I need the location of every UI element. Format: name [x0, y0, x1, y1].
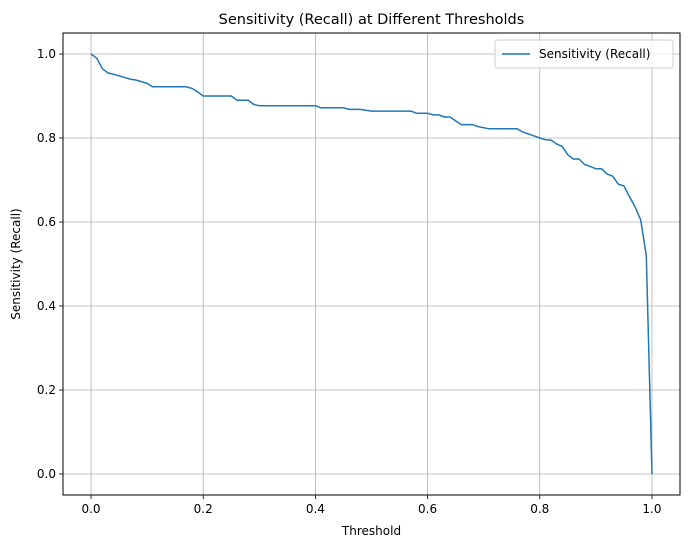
- y-axis-label: Sensitivity (Recall): [9, 208, 23, 319]
- y-tick-label: 0.0: [37, 467, 56, 481]
- y-tick-label: 0.2: [37, 383, 56, 397]
- y-tick-label: 0.6: [37, 215, 56, 229]
- legend-label: Sensitivity (Recall): [539, 47, 650, 61]
- grid: [63, 33, 680, 495]
- x-tick-label: 0.8: [530, 502, 549, 516]
- series-layer: [90, 53, 653, 475]
- y-tick-label: 0.4: [37, 299, 56, 313]
- y-tick-label: 1.0: [37, 47, 56, 61]
- legend-box: [494, 39, 674, 69]
- x-axis-label: Threshold: [341, 524, 401, 538]
- axis-ticks: 0.0 0.2 0.4 0.6 0.8 1.0 0.0 0.2 0.4 0.6 0.8 1.0: [37, 47, 662, 516]
- plot-area-frame: [62, 32, 681, 496]
- x-tick-label: 0.0: [81, 502, 100, 516]
- chart-title: Sensitivity (Recall) at Different Thresh…: [219, 12, 525, 28]
- y-tick-label: 0.8: [37, 131, 56, 145]
- x-tick-label: 1.0: [642, 502, 661, 516]
- legend: Sensitivity (Recall): [494, 39, 674, 69]
- x-tick-label: 0.4: [306, 502, 325, 516]
- x-tick-label: 0.2: [194, 502, 213, 516]
- x-tick-label: 0.6: [418, 502, 437, 516]
- series-line-sensitivity: [90, 53, 653, 475]
